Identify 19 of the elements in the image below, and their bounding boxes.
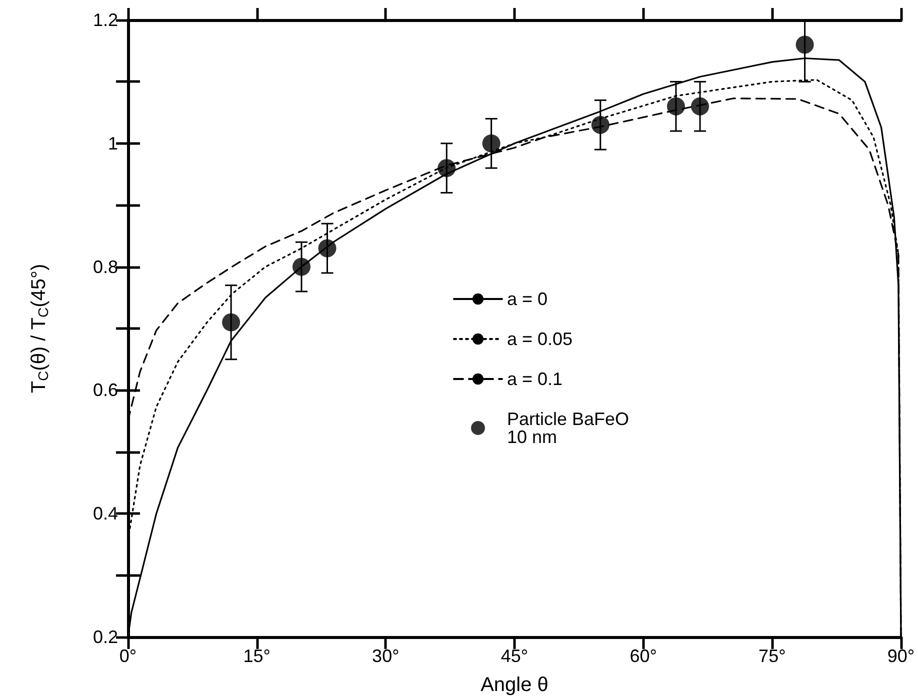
x-tick-label: 30° — [372, 646, 400, 666]
y-tick-label: 1.2 — [92, 10, 118, 30]
x-tick-label: 75° — [758, 646, 786, 666]
legend-label: a = 0 — [507, 289, 548, 309]
x-tick-label: 15° — [243, 646, 270, 666]
y-tick-label: 0.6 — [92, 380, 118, 400]
y-axis-title: TC(θ) / TC(45°) — [28, 264, 51, 394]
x-tick-label: 60° — [630, 646, 657, 666]
y-tick-label: 0.4 — [92, 504, 118, 524]
x-tick-label: 90° — [887, 646, 915, 666]
x-tick-label: 45° — [500, 646, 528, 666]
x-axis-title: Angle θ — [480, 674, 548, 696]
x-tick-label: 0° — [119, 646, 137, 666]
y-tick-label: 0.8 — [92, 256, 118, 277]
legend-label: a = 0.05 — [507, 329, 573, 349]
legend-label: Particle BaFeO 10 nm — [507, 409, 630, 447]
y-tick-label: 1 — [108, 133, 118, 154]
y-tick-label: 0.2 — [92, 627, 118, 647]
legend-label: a = 0.1 — [507, 369, 563, 389]
